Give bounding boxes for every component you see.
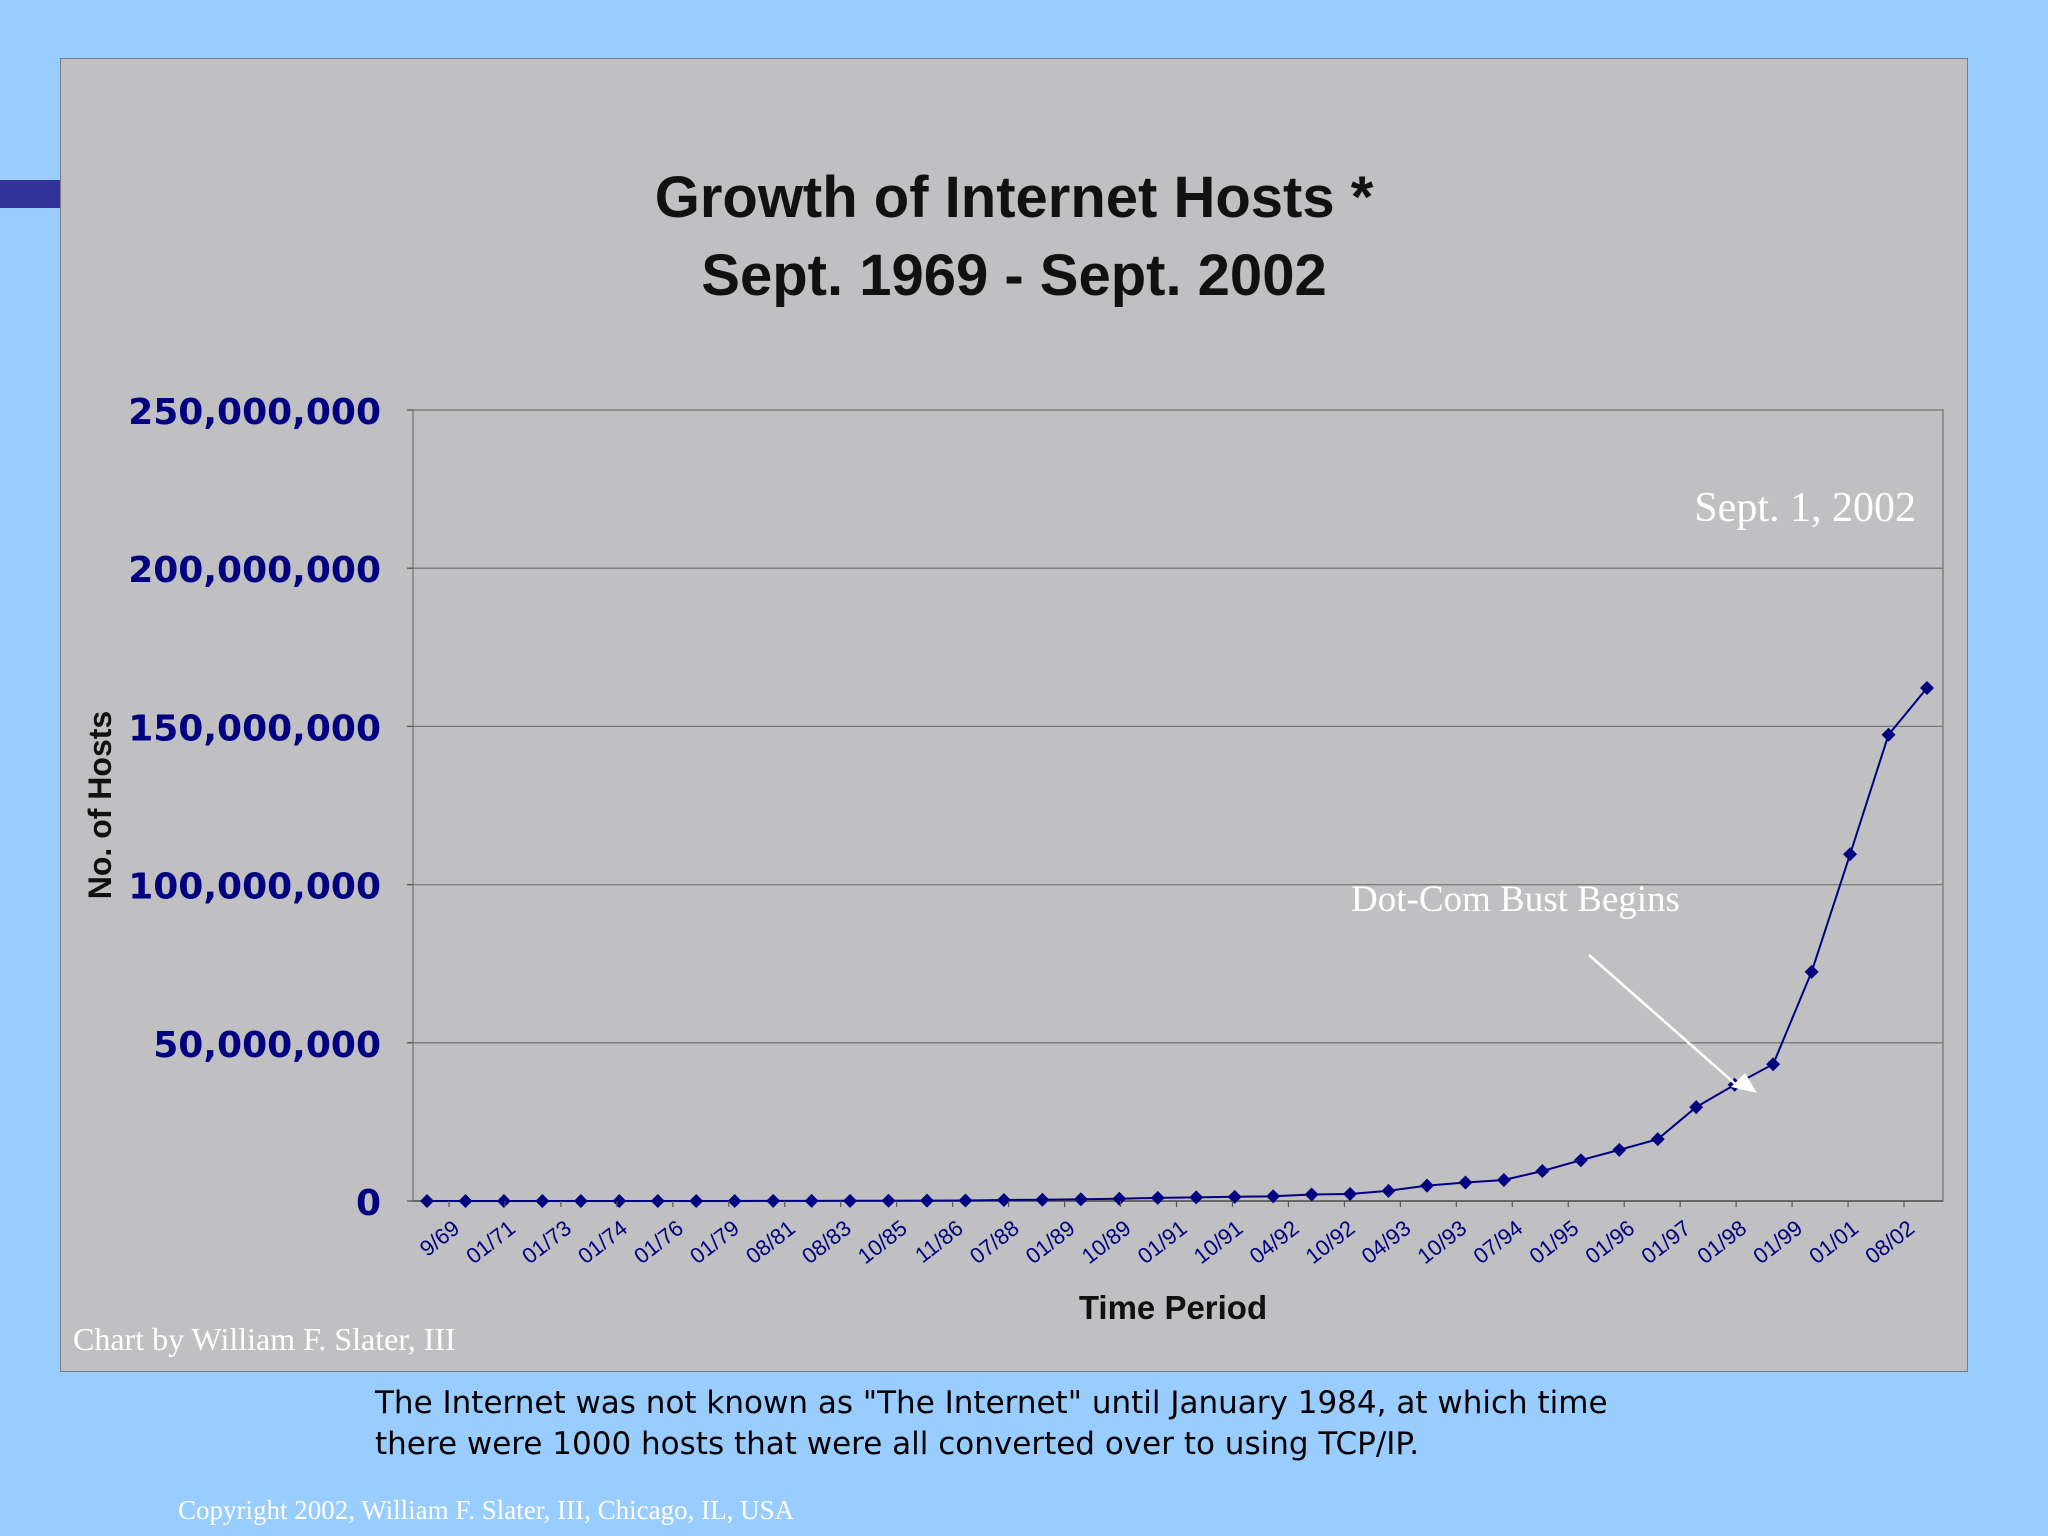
data-point — [1535, 1164, 1550, 1179]
x-tick-label: 01/01 — [1804, 1215, 1863, 1269]
data-point — [804, 1193, 819, 1208]
annotation-sept-2002: Sept. 1, 2002 — [1694, 485, 1916, 531]
x-tick-label: 9/69 — [415, 1215, 464, 1261]
x-tick-label: 04/93 — [1357, 1215, 1416, 1269]
data-point — [689, 1193, 704, 1208]
data-point — [1266, 1189, 1281, 1204]
data-point — [958, 1193, 973, 1208]
annotation-arrow-head — [1731, 1073, 1757, 1093]
data-point — [1496, 1172, 1511, 1187]
data-point — [1804, 964, 1819, 979]
x-tick-label: 01/99 — [1748, 1215, 1807, 1269]
data-point — [1612, 1142, 1627, 1157]
x-tick-label: 01/97 — [1636, 1215, 1695, 1269]
x-tick-label: 10/91 — [1189, 1215, 1248, 1269]
chart-title-line-2: Sept. 1969 - Sept. 2002 — [701, 243, 1327, 308]
data-point — [1881, 727, 1896, 742]
x-tick-label: 10/93 — [1413, 1215, 1472, 1269]
y-tick-label: 200,000,000 — [128, 550, 381, 591]
x-tick-label: 10/85 — [853, 1215, 912, 1269]
x-tick-label: 01/91 — [1133, 1215, 1192, 1269]
data-point — [496, 1193, 511, 1208]
x-tick-label: 07/94 — [1469, 1215, 1528, 1269]
x-tick-label: 10/89 — [1077, 1215, 1136, 1269]
data-point — [1304, 1187, 1319, 1202]
data-point — [843, 1193, 858, 1208]
footnote-line-2: there were 1000 hosts that were all conv… — [375, 1426, 1420, 1462]
chart-plot: 0 50,000,000 100,000,000 150,000,000 200,000… — [82, 392, 1944, 1326]
data-point — [1458, 1175, 1473, 1190]
data-point — [1073, 1192, 1088, 1207]
x-tick-label: 10/92 — [1301, 1215, 1360, 1269]
data-point — [1381, 1183, 1396, 1198]
data-point — [920, 1193, 934, 1208]
data-point — [1420, 1178, 1434, 1193]
x-tick-label: 01/71 — [461, 1215, 520, 1269]
data-point — [1035, 1192, 1050, 1207]
y-tick-label: 150,000,000 — [128, 708, 381, 749]
annotation-arrow-line — [1588, 954, 1742, 1090]
data-point — [1227, 1189, 1242, 1204]
x-tick-label: 01/79 — [685, 1215, 744, 1269]
y-tick-label: 50,000,000 — [153, 1025, 381, 1066]
chart-title-line-1: Growth of Internet Hosts * — [654, 165, 1374, 230]
chart-panel: Growth of Internet Hosts * Sept. 1969 - … — [60, 58, 1968, 1372]
data-point — [1112, 1191, 1127, 1206]
data-point — [1150, 1190, 1165, 1205]
x-tick-label: 01/89 — [1021, 1215, 1080, 1269]
data-point — [881, 1193, 896, 1208]
data-point — [727, 1193, 742, 1208]
x-tick-label: 08/02 — [1860, 1215, 1919, 1269]
data-point — [766, 1193, 781, 1208]
x-tick-label: 01/96 — [1580, 1215, 1639, 1269]
accent-bar — [0, 180, 60, 208]
x-tick-label: 07/88 — [965, 1215, 1024, 1269]
x-tick-label: 01/98 — [1692, 1215, 1751, 1269]
data-point — [650, 1193, 665, 1208]
x-axis-label: Time Period — [1079, 1289, 1267, 1326]
data-point — [458, 1193, 473, 1208]
copyright-text: Copyright 2002, William F. Slater, III, … — [178, 1495, 795, 1525]
data-point — [612, 1193, 627, 1208]
data-point — [1843, 847, 1858, 862]
x-tick-label: 08/83 — [797, 1215, 856, 1269]
data-point — [1343, 1186, 1358, 1201]
footnote: The Internet was not known as "The Inter… — [375, 1383, 1675, 1465]
x-tick-label: 08/81 — [741, 1215, 800, 1269]
data-point — [1689, 1100, 1704, 1115]
y-tick-label: 250,000,000 — [128, 392, 381, 433]
annotation-dotcom-bust: Dot-Com Bust Begins — [1351, 879, 1680, 920]
data-point — [573, 1193, 588, 1208]
x-tick-label: 04/92 — [1245, 1215, 1304, 1269]
data-point — [1920, 681, 1934, 696]
series-line — [427, 687, 1928, 1202]
x-tick-label: 01/74 — [573, 1215, 632, 1269]
data-point — [1766, 1057, 1781, 1072]
x-tick-label: 01/76 — [629, 1215, 688, 1269]
data-point — [996, 1193, 1011, 1208]
y-tick-label: 0 — [356, 1183, 381, 1224]
data-point — [1189, 1190, 1204, 1205]
footnote-line-1: The Internet was not known as "The Inter… — [375, 1385, 1608, 1421]
y-tick-label: 100,000,000 — [128, 867, 381, 908]
x-tick-label: 01/95 — [1525, 1215, 1584, 1269]
y-axis-label: No. of Hosts — [82, 711, 118, 899]
chart-credit: Chart by William F. Slater, III — [73, 1321, 456, 1357]
data-point — [420, 1194, 434, 1208]
x-tick-label: 11/86 — [910, 1215, 967, 1268]
chart-title: Growth of Internet Hosts * Sept. 1969 - … — [61, 159, 1967, 315]
data-point — [1573, 1153, 1588, 1168]
data-point — [535, 1193, 550, 1208]
data-point — [1650, 1132, 1665, 1147]
x-tick-label: 01/73 — [517, 1215, 576, 1269]
